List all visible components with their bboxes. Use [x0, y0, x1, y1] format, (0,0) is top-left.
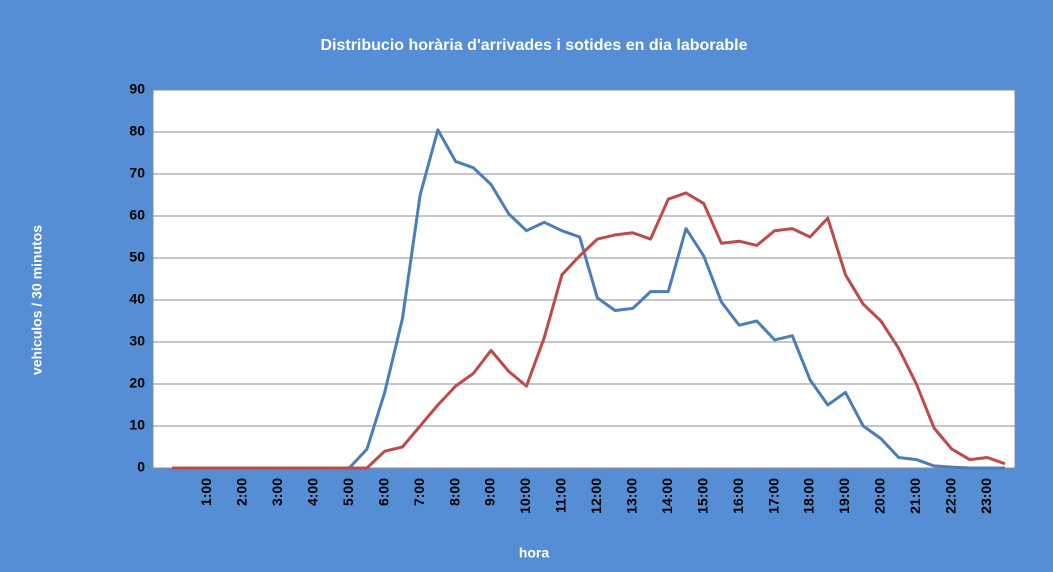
y-tick-label: 0 [137, 459, 145, 475]
x-tick-label: 22:00 [943, 478, 959, 514]
x-tick-label: 7:00 [411, 478, 427, 506]
x-tick-label: 1:00 [198, 478, 214, 506]
chart-title: Distribucio horària d'arrivades i sotide… [320, 37, 747, 54]
x-tick-label: 11:00 [553, 478, 569, 513]
x-tick-label: 17:00 [765, 478, 781, 514]
y-tick-label: 40 [129, 291, 145, 307]
y-axis-label: vehiculos / 30 minutos [29, 225, 45, 375]
x-tick-label: 18:00 [801, 478, 817, 514]
y-tick-label: 70 [129, 165, 145, 181]
y-tick-label: 50 [129, 249, 145, 265]
x-tick-label: 10:00 [517, 478, 533, 514]
x-tick-label: 15:00 [694, 478, 710, 514]
x-tick-label: 19:00 [836, 478, 852, 514]
x-tick-label: 8:00 [446, 478, 462, 506]
x-tick-label: 13:00 [624, 478, 640, 514]
y-tick-label: 20 [129, 375, 145, 391]
y-tick-label: 60 [129, 207, 145, 223]
x-axis-label: hora [519, 545, 550, 561]
x-tick-label: 16:00 [730, 478, 746, 514]
x-tick-label: 12:00 [588, 478, 604, 514]
x-tick-label: 6:00 [375, 478, 391, 506]
plot-area [152, 89, 1016, 469]
x-tick-label: 9:00 [482, 478, 498, 506]
x-tick-label: 3:00 [269, 478, 285, 506]
x-tick-label: 20:00 [872, 478, 888, 514]
x-tick-label: 4:00 [304, 478, 320, 506]
x-tick-label: 14:00 [659, 478, 675, 514]
x-tick-label: 23:00 [978, 478, 994, 514]
x-tick-label: 21:00 [907, 478, 923, 514]
y-tick-label: 10 [129, 417, 145, 433]
y-tick-label: 90 [129, 81, 145, 97]
data-line [172, 191, 1006, 470]
x-tick-label: 5:00 [340, 478, 356, 506]
x-tick-label: 2:00 [234, 478, 250, 506]
y-tick-label: 80 [129, 123, 145, 139]
y-tick-label: 30 [129, 333, 145, 349]
